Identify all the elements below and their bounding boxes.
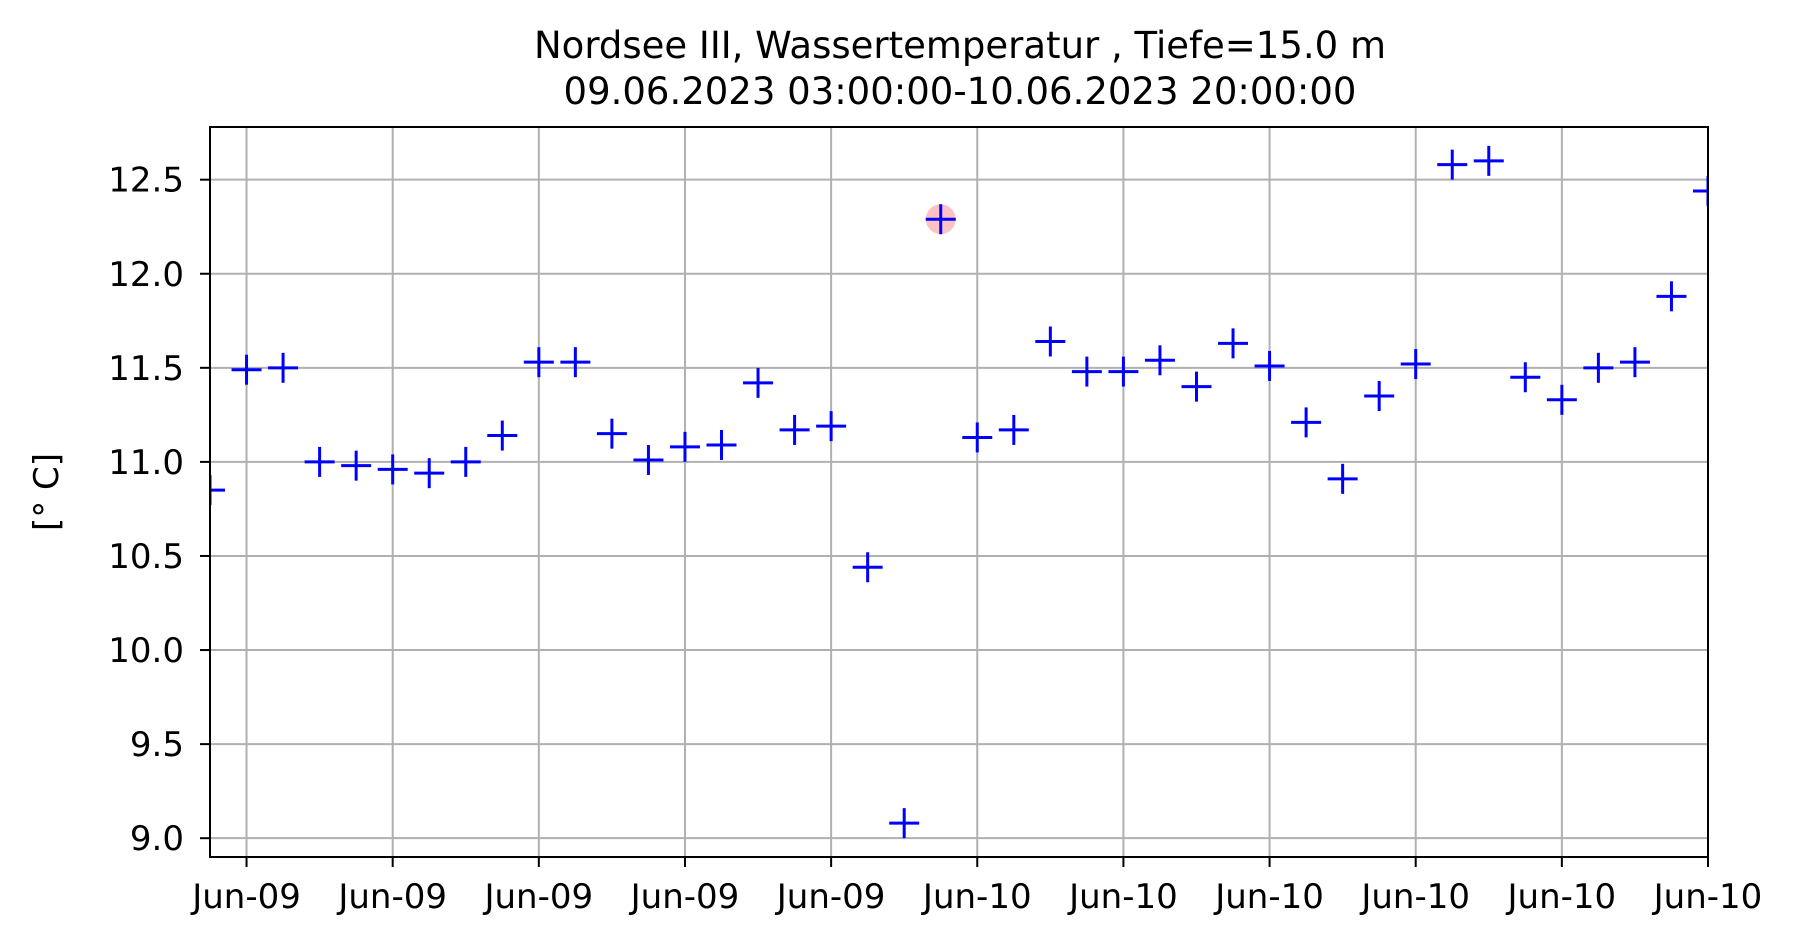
data-point	[377, 454, 408, 485]
data-point	[1144, 345, 1175, 376]
data-point	[998, 414, 1029, 445]
data-point	[341, 450, 372, 481]
x-tick-label: Jun-09	[629, 877, 740, 917]
data-point	[1656, 281, 1687, 312]
data-point	[1546, 384, 1577, 415]
data-point	[304, 446, 335, 477]
x-tick-label: Jun-09	[190, 877, 301, 917]
data-point	[889, 808, 920, 839]
data-point	[669, 431, 700, 462]
y-tick-label: 10.5	[108, 537, 184, 577]
x-tick-label: Jun-09	[775, 877, 886, 917]
data-point	[1473, 145, 1504, 176]
x-tick-label: Jun-10	[1506, 877, 1617, 917]
data-point	[1327, 463, 1358, 494]
data-point	[487, 420, 518, 451]
data-point	[450, 446, 481, 477]
chart-title: Nordsee III, Wassertemperatur , Tiefe=15…	[534, 24, 1386, 67]
data-points	[210, 145, 1708, 839]
y-axis-label: [° C]	[27, 453, 67, 531]
data-point	[925, 204, 956, 235]
data-point	[1254, 350, 1285, 381]
x-tick-label: Jun-09	[482, 877, 593, 917]
data-point	[1364, 381, 1395, 412]
x-tick-label: Jun-10	[1067, 877, 1178, 917]
y-axis: 9.0 9.5 10.0 10.5 11.0 11.5 12.0 12.5	[108, 161, 210, 859]
y-tick-label: 11.0	[108, 443, 184, 483]
data-point	[743, 367, 774, 398]
data-point	[1035, 326, 1066, 357]
data-point	[1693, 175, 1708, 206]
data-point	[210, 475, 225, 506]
y-tick-label: 11.5	[108, 349, 184, 389]
data-point	[852, 552, 883, 583]
data-point	[816, 411, 847, 442]
data-point	[414, 458, 445, 489]
data-point	[1400, 349, 1431, 380]
data-point	[633, 445, 664, 476]
data-point	[1108, 356, 1139, 387]
chart-subtitle: 09.06.2023 03:00:00-10.06.2023 20:00:00	[564, 70, 1357, 113]
data-point	[1619, 347, 1650, 378]
y-tick-label: 9.0	[130, 819, 184, 859]
y-tick-label: 9.5	[130, 725, 184, 765]
data-point	[779, 414, 810, 445]
plot-frame	[209, 126, 1709, 858]
x-tick-label: Jun-10	[921, 877, 1032, 917]
data-point	[1510, 362, 1541, 393]
data-point	[268, 352, 299, 383]
y-tick-label: 12.5	[108, 161, 184, 201]
x-tick-label: Jun-09	[336, 877, 447, 917]
x-axis: Jun-09 Jun-09 Jun-09 Jun-09 Jun-09 Jun-10 Jun-…	[190, 857, 1762, 917]
data-point	[1437, 149, 1468, 180]
grid	[210, 127, 1709, 857]
data-point	[962, 422, 993, 453]
data-point	[231, 354, 262, 385]
data-point	[1583, 352, 1614, 383]
data-point	[1071, 356, 1102, 387]
x-tick-label: Jun-10	[1359, 877, 1470, 917]
y-tick-label: 12.0	[108, 255, 184, 295]
data-point	[1181, 371, 1212, 402]
data-point	[560, 347, 591, 378]
data-point	[523, 347, 554, 378]
data-point	[1218, 328, 1249, 359]
data-point	[596, 418, 627, 449]
data-point	[1291, 407, 1322, 438]
data-point	[706, 429, 737, 460]
x-tick-label: Jun-10	[1652, 877, 1763, 917]
y-tick-label: 10.0	[108, 631, 184, 671]
x-tick-label: Jun-10	[1213, 877, 1324, 917]
